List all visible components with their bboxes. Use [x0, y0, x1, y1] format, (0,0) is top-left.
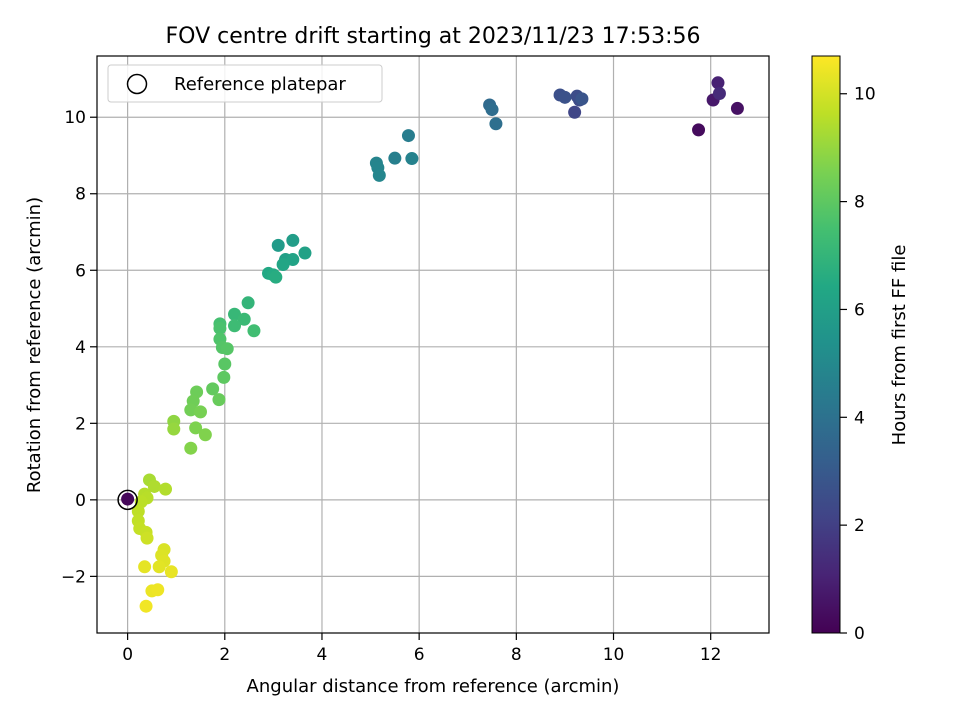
data-point [388, 151, 402, 165]
data-point [167, 422, 181, 436]
data-point [193, 405, 207, 419]
data-point [405, 152, 419, 166]
colorbar-ticks: 0 2 4 6 8 10 [840, 85, 876, 644]
data-point [286, 253, 300, 267]
x-tick-label: 2 [219, 645, 230, 665]
colorbar-label: Hours from first FF file [889, 245, 910, 446]
data-point [271, 238, 285, 252]
y-tick-label: 2 [75, 414, 86, 434]
colorbar-tick-label: 8 [854, 193, 865, 213]
data-point [212, 393, 226, 407]
data-point [298, 246, 312, 260]
data-point [147, 479, 161, 493]
data-point [712, 86, 726, 100]
data-point [184, 403, 198, 417]
chart-title: FOV centre drift starting at 2023/11/23 … [166, 24, 701, 49]
data-point [237, 312, 251, 326]
data-points [117, 76, 744, 613]
data-point [151, 583, 165, 597]
data-point [286, 233, 300, 247]
y-tick-label: 4 [75, 338, 86, 358]
data-point [568, 105, 582, 119]
data-point [131, 504, 145, 518]
colorbar-tick-label: 10 [854, 85, 876, 105]
data-point [152, 560, 166, 574]
data-point [247, 324, 261, 338]
data-point [217, 370, 231, 384]
x-tick-label: 10 [603, 645, 625, 665]
data-point [206, 382, 220, 396]
colorbar-tick-label: 4 [854, 408, 865, 428]
data-point [401, 129, 415, 143]
data-point [692, 123, 706, 137]
data-point [730, 101, 744, 115]
data-point [558, 90, 572, 104]
y-tick-label: 10 [64, 108, 86, 128]
x-axis-ticks: 0 2 4 6 8 10 12 [122, 633, 722, 665]
x-axis-label: Angular distance from reference (arcmin) [247, 676, 620, 697]
colorbar-tick-label: 0 [854, 624, 865, 644]
data-point [489, 117, 503, 131]
data-point [121, 492, 135, 506]
x-tick-label: 8 [511, 645, 522, 665]
y-tick-label: 6 [75, 261, 86, 281]
y-axis-label: Rotation from reference (arcmin) [24, 197, 45, 493]
data-point [184, 441, 198, 455]
data-point [276, 258, 290, 272]
reference-platepar-marker [117, 489, 138, 511]
data-point [140, 531, 154, 545]
data-point [159, 482, 173, 496]
data-point [372, 168, 386, 182]
y-tick-label: −2 [61, 567, 86, 587]
colorbar-tick-label: 6 [854, 300, 865, 320]
x-tick-label: 6 [414, 645, 425, 665]
data-point [189, 421, 203, 435]
data-point [220, 342, 234, 356]
data-point [218, 357, 232, 371]
data-point [164, 565, 178, 579]
data-point [711, 76, 725, 90]
x-tick-label: 4 [317, 645, 328, 665]
data-point [485, 103, 499, 117]
plot-frame [96, 55, 770, 634]
data-point [228, 307, 242, 321]
data-point [138, 560, 152, 574]
data-point [575, 92, 589, 106]
data-point [241, 296, 255, 310]
legend: Reference platepar [107, 64, 383, 103]
y-tick-label: 8 [75, 185, 86, 205]
data-point [213, 321, 227, 335]
x-tick-label: 12 [700, 645, 722, 665]
legend-box [107, 64, 383, 103]
y-tick-label: 0 [75, 491, 86, 511]
legend-entry-reference: Reference platepar [174, 74, 346, 95]
y-axis-ticks: −2 0 2 4 6 8 10 [61, 108, 97, 587]
data-point [139, 599, 153, 613]
colorbar: 0 2 4 6 8 10 Hours from first FF file [811, 55, 910, 644]
grid-lines [97, 56, 769, 633]
data-point [198, 428, 212, 442]
legend-marker-icon [126, 73, 148, 95]
data-point [228, 319, 242, 333]
x-tick-label: 0 [122, 645, 133, 665]
data-point [269, 270, 283, 284]
colorbar-tick-label: 2 [854, 516, 865, 536]
colorbar-gradient [811, 55, 841, 634]
